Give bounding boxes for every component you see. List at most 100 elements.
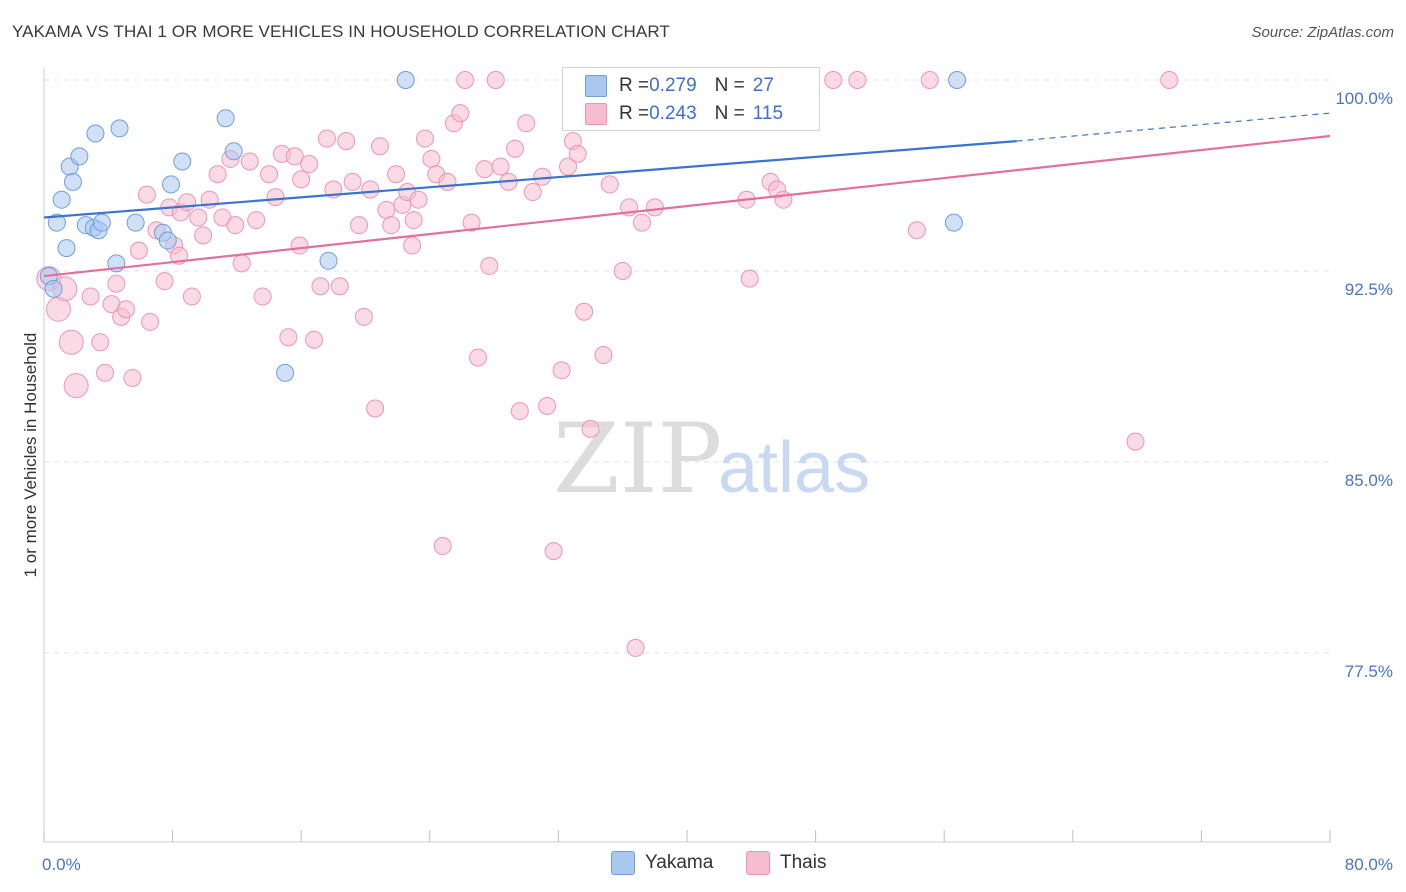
thais-point [317, 129, 336, 148]
thais-point [632, 213, 651, 232]
thais-point [559, 157, 578, 176]
thais-point [253, 287, 272, 306]
thais-r-value: 0.243 [649, 103, 697, 124]
y-tick-label: 92.5% [1345, 280, 1393, 299]
thais-point [123, 368, 142, 387]
thais-point [1126, 432, 1145, 451]
thais-point [505, 139, 524, 158]
yakama-n-value: 27 [752, 75, 774, 96]
yakama-points [39, 71, 967, 382]
thais-point [311, 277, 330, 296]
thais-point [382, 216, 401, 235]
yakama-point [944, 213, 963, 232]
thais-point [290, 236, 309, 255]
thais-point [350, 216, 369, 235]
thais-point [354, 307, 373, 326]
yakama-point [63, 172, 82, 191]
yakama-point [70, 147, 89, 166]
thais-point [433, 537, 452, 556]
yakama-point [161, 175, 180, 194]
thais-legend-swatch [746, 851, 770, 875]
thais-point [469, 348, 488, 367]
yakama-point [948, 71, 967, 89]
thais-point [594, 346, 613, 365]
yakama-point [110, 119, 129, 138]
y-tick-label: 100.0% [1335, 89, 1393, 108]
thais-point [774, 190, 793, 209]
axes [43, 68, 1331, 843]
yakama-legend-swatch [611, 851, 635, 875]
thais-point [330, 277, 349, 296]
thais-point [129, 241, 148, 260]
yakama-point [92, 213, 111, 232]
thais-point [552, 361, 571, 380]
thais-point [404, 211, 423, 230]
thais-point [486, 71, 505, 89]
thais-point [1160, 71, 1179, 89]
thais-point [337, 132, 356, 151]
thais-point [451, 104, 470, 123]
legend-row-yakama: R = 0.279 N = 27 [585, 74, 774, 98]
thais-legend-label: Thais [780, 852, 827, 873]
thais-point [260, 165, 279, 184]
y-axis-label: 1 or more Vehicles in Household [21, 333, 40, 578]
thais-point [626, 638, 645, 657]
thais-point [247, 211, 266, 230]
thais-point [475, 160, 494, 179]
thais-point [240, 152, 259, 171]
yakama-point [276, 363, 295, 382]
thais-point [285, 147, 304, 166]
x-tick-label: 0.0% [42, 855, 81, 874]
thais-point [266, 188, 285, 207]
thais-point [366, 399, 385, 418]
thais-r-label: R = [619, 103, 650, 124]
thais-point [517, 114, 536, 133]
thais-point [645, 198, 664, 217]
thais-point [848, 71, 867, 89]
thais-point [116, 300, 135, 319]
thais-point [208, 165, 227, 184]
thais-point [300, 155, 319, 174]
thais-point [456, 71, 475, 89]
yakama-r-label: R = [619, 75, 650, 96]
thais-point [415, 129, 434, 148]
thais-point [581, 419, 600, 438]
yakama-point [319, 251, 338, 270]
thais-point [480, 256, 499, 275]
watermark-zip: ZIP [553, 403, 722, 515]
yakama-point [86, 124, 105, 143]
bottom-legend-thais: Thais [746, 851, 826, 875]
thais-point [81, 287, 100, 306]
thais-point [600, 175, 619, 194]
thais-swatch [585, 103, 607, 125]
thais-point [137, 185, 156, 204]
yakama-point [224, 142, 243, 161]
thais-point [491, 157, 510, 176]
thais-point [422, 149, 441, 168]
thais-point [178, 193, 197, 212]
thais-point [370, 137, 389, 156]
thais-trend-line [43, 134, 1331, 278]
thais-point [387, 165, 406, 184]
thais-point [575, 302, 594, 321]
thais-point [907, 221, 926, 240]
thais-point [182, 287, 201, 306]
x-tick-label: 80.0% [1345, 855, 1393, 874]
thais-point [194, 226, 213, 245]
thais-point [538, 396, 557, 415]
thais-point [91, 333, 110, 352]
yakama-point [57, 239, 76, 258]
thais-point [361, 180, 380, 199]
thais-point [96, 363, 115, 382]
source-label: Source: ZipAtlas.com [1251, 24, 1394, 41]
thais-point [292, 170, 311, 189]
trend-lines [43, 112, 1331, 278]
yakama-trend-extension [1016, 112, 1331, 142]
thais-point [920, 71, 939, 89]
thais-point [155, 272, 174, 291]
yakama-point [216, 109, 235, 128]
yakama-swatch [585, 75, 607, 97]
y-tick-label: 77.5% [1345, 662, 1393, 681]
thais-n-value: 115 [752, 103, 784, 124]
